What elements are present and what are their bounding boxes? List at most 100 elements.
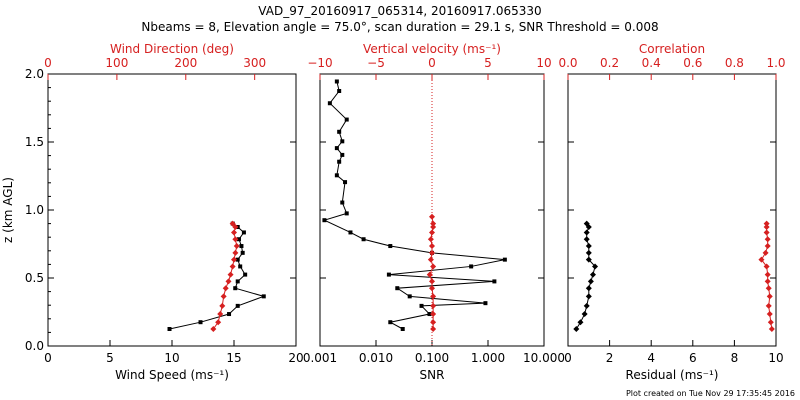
x-axis-label: SNR <box>420 368 445 382</box>
series-0-point <box>261 294 266 299</box>
x-tick-label: 10 <box>768 351 783 365</box>
x-tick-label: 6 <box>689 351 697 365</box>
series-1-point <box>765 285 772 292</box>
series-0-point <box>583 220 590 227</box>
series-0-point <box>235 303 240 308</box>
series-1-point <box>222 285 229 292</box>
series-1-point <box>232 249 239 256</box>
x-tick-label: 0 <box>44 351 52 365</box>
x-axis-label: Residual (ms⁻¹) <box>626 368 719 382</box>
series-0-point <box>583 236 590 243</box>
x-tick-label: 0 <box>564 351 572 365</box>
series-0-point <box>167 327 172 331</box>
series-0-point <box>419 303 424 308</box>
series-0-point <box>227 312 232 317</box>
series-1-point <box>210 326 217 332</box>
series-1-point <box>764 243 771 250</box>
series-0-point <box>589 271 596 278</box>
series-1-point <box>229 263 236 270</box>
series-1-line <box>760 223 773 330</box>
top-tick-label: 0.8 <box>725 56 744 70</box>
series-0-point <box>585 249 592 256</box>
series-1-point <box>232 224 239 230</box>
top-tick-label: 0 <box>44 56 52 70</box>
series-0-point <box>585 243 592 250</box>
series-0-point <box>337 129 342 134</box>
x-tick-label: 0.010 <box>359 351 393 365</box>
top-tick-label: −10 <box>307 56 332 70</box>
x-tick-label: 1.000 <box>471 351 505 365</box>
series-0-point <box>340 152 345 157</box>
top-tick-label: 300 <box>243 56 266 70</box>
series-1-point <box>766 293 773 300</box>
series-1-point <box>429 229 435 236</box>
series-0-point <box>340 139 345 144</box>
series-0-line <box>323 81 505 330</box>
series-0-point <box>344 211 349 216</box>
series-1-point <box>220 293 227 300</box>
series-1-point <box>430 319 437 326</box>
series-0-point <box>585 293 592 300</box>
series-0-point <box>238 264 243 269</box>
series-1-point <box>430 263 437 270</box>
series-0-point <box>587 278 594 285</box>
series-1-point <box>430 293 437 300</box>
series-0-point <box>239 244 244 249</box>
series-1-point <box>229 220 236 227</box>
series-0-point <box>581 311 588 318</box>
series-1-line <box>212 223 238 330</box>
series-1-point <box>231 229 237 236</box>
series-0-point <box>334 173 339 178</box>
plot-frame <box>47 73 297 347</box>
series-1-point <box>765 302 772 309</box>
series-0-point <box>243 272 248 277</box>
series-0-point <box>241 230 246 235</box>
series-1-point <box>427 236 434 243</box>
y-tick-label: 2.0 <box>25 67 44 81</box>
figure-subtitle: Nbeams = 8, Elevation angle = 75.0°, sca… <box>141 20 658 34</box>
figure-title: VAD_97_20160917_065314, 20160917.065330 <box>258 4 541 18</box>
series-layer <box>167 220 266 332</box>
series-0-point <box>492 279 497 284</box>
top-tick-label: 0.0 <box>558 56 577 70</box>
series-1-point <box>429 213 435 220</box>
series-0-point <box>334 79 339 84</box>
series-1-point <box>429 249 435 256</box>
series-1-point <box>764 278 771 285</box>
top-tick-label: 0 <box>428 56 436 70</box>
series-1-point <box>762 249 769 256</box>
top-axis-label: Correlation <box>639 42 705 56</box>
series-0-point <box>388 320 393 325</box>
top-axis-label: Vertical velocity (ms⁻¹) <box>363 42 501 56</box>
series-1-point <box>430 220 437 227</box>
series-1-point <box>758 256 765 263</box>
series-0-point <box>483 301 488 306</box>
series-1-point <box>219 302 226 309</box>
series-1-point <box>217 311 224 318</box>
top-tick-label: 0.4 <box>642 56 661 70</box>
series-1-point <box>767 319 774 326</box>
x-tick-label: 4 <box>647 351 655 365</box>
series-1-point <box>215 319 222 326</box>
series-0-point <box>340 200 345 205</box>
y-tick-label: 0.5 <box>25 271 44 285</box>
top-axis-label: Wind Direction (deg) <box>110 42 234 56</box>
top-tick-label: 0.6 <box>683 56 702 70</box>
series-1-point <box>766 311 773 318</box>
x-tick-label: 5 <box>106 351 114 365</box>
x-axis-label: Wind Speed (ms⁻¹) <box>115 368 229 382</box>
series-0-point <box>337 89 342 93</box>
top-tick-label: 0.2 <box>600 56 619 70</box>
series-1-point <box>427 256 434 263</box>
series-0-point <box>240 250 245 255</box>
series-1-point <box>764 236 771 243</box>
x-tick-label: 10 <box>164 351 179 365</box>
series-0-point <box>573 326 580 332</box>
series-0-point <box>585 285 592 292</box>
series-1-point <box>429 285 435 292</box>
series-1-point <box>430 311 437 318</box>
y-tick-label: 1.5 <box>25 135 44 149</box>
top-tick-label: 1.0 <box>766 56 785 70</box>
series-1-point <box>232 236 239 243</box>
